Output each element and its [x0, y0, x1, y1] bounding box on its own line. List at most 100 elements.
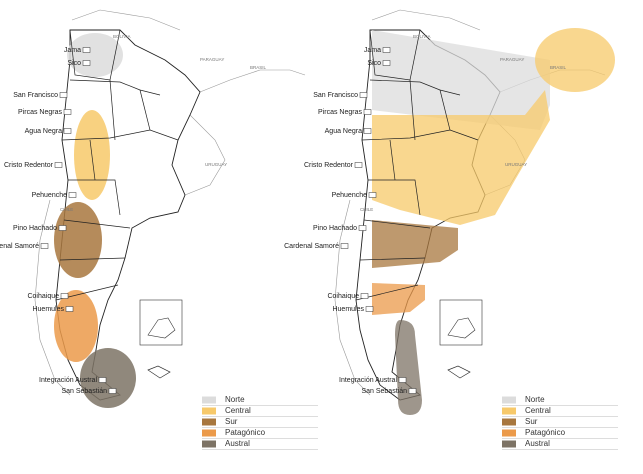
pass-label: Pehuenche — [32, 192, 68, 199]
legend-swatch — [202, 440, 216, 448]
country-label: URUGUAY — [505, 162, 527, 167]
legend-swatch — [202, 407, 216, 415]
legend-swatch — [202, 396, 216, 404]
pass-marker — [340, 243, 349, 249]
province-border — [363, 219, 431, 229]
region-area — [80, 348, 136, 408]
antarctica-shape — [147, 317, 176, 339]
pass-marker — [382, 47, 391, 53]
country-label: BRASIL — [250, 65, 267, 70]
pass-label: Sico — [367, 60, 381, 67]
pass-label: Huemules — [332, 306, 364, 313]
province-border — [369, 29, 421, 81]
pass-label: Agua Negra — [25, 128, 62, 135]
pass-marker — [59, 92, 68, 98]
pass-marker — [82, 60, 91, 66]
pass-marker — [68, 192, 77, 198]
pass-label: Cristo Redentor — [4, 162, 54, 169]
country-label: PARAGUAY — [200, 57, 224, 62]
province-border — [439, 89, 451, 131]
coastline — [34, 9, 306, 396]
province-border — [139, 89, 151, 131]
pass-marker — [65, 306, 74, 312]
pass-marker — [60, 293, 69, 299]
pass-marker — [365, 306, 374, 312]
pass-label: Jama — [64, 47, 81, 54]
province-border — [89, 139, 96, 181]
legend-swatch — [502, 429, 516, 437]
region-area — [54, 290, 98, 362]
pass-label: Sico — [67, 60, 81, 67]
region-area — [395, 320, 422, 415]
pass-marker — [408, 388, 417, 394]
legend-label: Norte — [225, 395, 245, 404]
legend-swatch — [202, 418, 216, 426]
legend-label: Sur — [225, 417, 238, 426]
province-border — [409, 79, 416, 141]
pass-marker — [63, 128, 72, 134]
pass-label: Cardenal Samoré — [0, 243, 39, 250]
province-border — [109, 79, 116, 141]
pass-label: Agua Negra — [325, 128, 362, 135]
islands — [147, 365, 171, 379]
pass-marker — [82, 47, 91, 53]
country-label: CHILE — [360, 207, 373, 212]
pass-label: San Francisco — [13, 92, 58, 99]
region-area — [372, 283, 425, 315]
pass-label: Cristo Redentor — [304, 162, 354, 169]
pass-label: Jama — [364, 47, 381, 54]
antarctica-shape — [447, 317, 476, 339]
country-label: URUGUAY — [205, 162, 227, 167]
pass-label: Integración Austral — [339, 377, 397, 384]
legend-label: Austral — [225, 439, 250, 448]
pass-label: San Sebastián — [361, 388, 407, 395]
pass-marker — [63, 109, 72, 115]
legend-swatch — [202, 429, 216, 437]
pass-marker — [54, 162, 63, 168]
pass-label: Pircas Negras — [318, 109, 362, 116]
province-border — [368, 179, 421, 216]
province-border — [61, 129, 179, 141]
legend-swatch — [502, 407, 516, 415]
pass-marker — [363, 109, 372, 115]
pass-label: Pino Hachado — [313, 225, 357, 232]
region-area — [372, 30, 550, 130]
antarctica-inset — [439, 299, 483, 346]
region-area — [67, 33, 123, 77]
province-border — [369, 79, 461, 96]
pass-label: Pehuenche — [332, 192, 368, 199]
legend-label: Austral — [525, 439, 550, 448]
legend-label: Central — [225, 406, 251, 415]
pass-marker — [382, 60, 391, 66]
pass-marker — [358, 225, 367, 231]
province-border — [389, 139, 396, 181]
pass-label: Pino Hachado — [13, 225, 57, 232]
country-label: PARAGUAY — [500, 57, 524, 62]
legend-swatch — [502, 396, 516, 404]
region-area — [372, 220, 458, 268]
pass-marker — [58, 225, 67, 231]
legend-label: Patagónico — [525, 428, 566, 437]
legend-label: Patagónico — [225, 428, 266, 437]
pass-marker — [359, 92, 368, 98]
pass-label: Coihaique — [327, 293, 359, 300]
pass-label: Coihaique — [27, 293, 59, 300]
region-area — [54, 202, 102, 278]
region-area — [535, 28, 615, 92]
province-border — [361, 129, 479, 141]
pass-label: San Francisco — [313, 92, 358, 99]
pass-marker — [398, 377, 407, 383]
pass-label: Huemules — [32, 306, 64, 313]
country-label: CHILE — [60, 207, 73, 212]
pass-label: Integración Austral — [39, 377, 97, 384]
pass-label: Pircas Negras — [18, 109, 62, 116]
antarctica-inset — [139, 299, 183, 346]
province-border — [68, 179, 121, 216]
province-border — [63, 219, 131, 229]
pass-marker — [108, 388, 117, 394]
pass-marker — [363, 128, 372, 134]
country-label: BRASIL — [550, 65, 567, 70]
province-border — [69, 29, 121, 81]
province-border — [69, 79, 161, 96]
